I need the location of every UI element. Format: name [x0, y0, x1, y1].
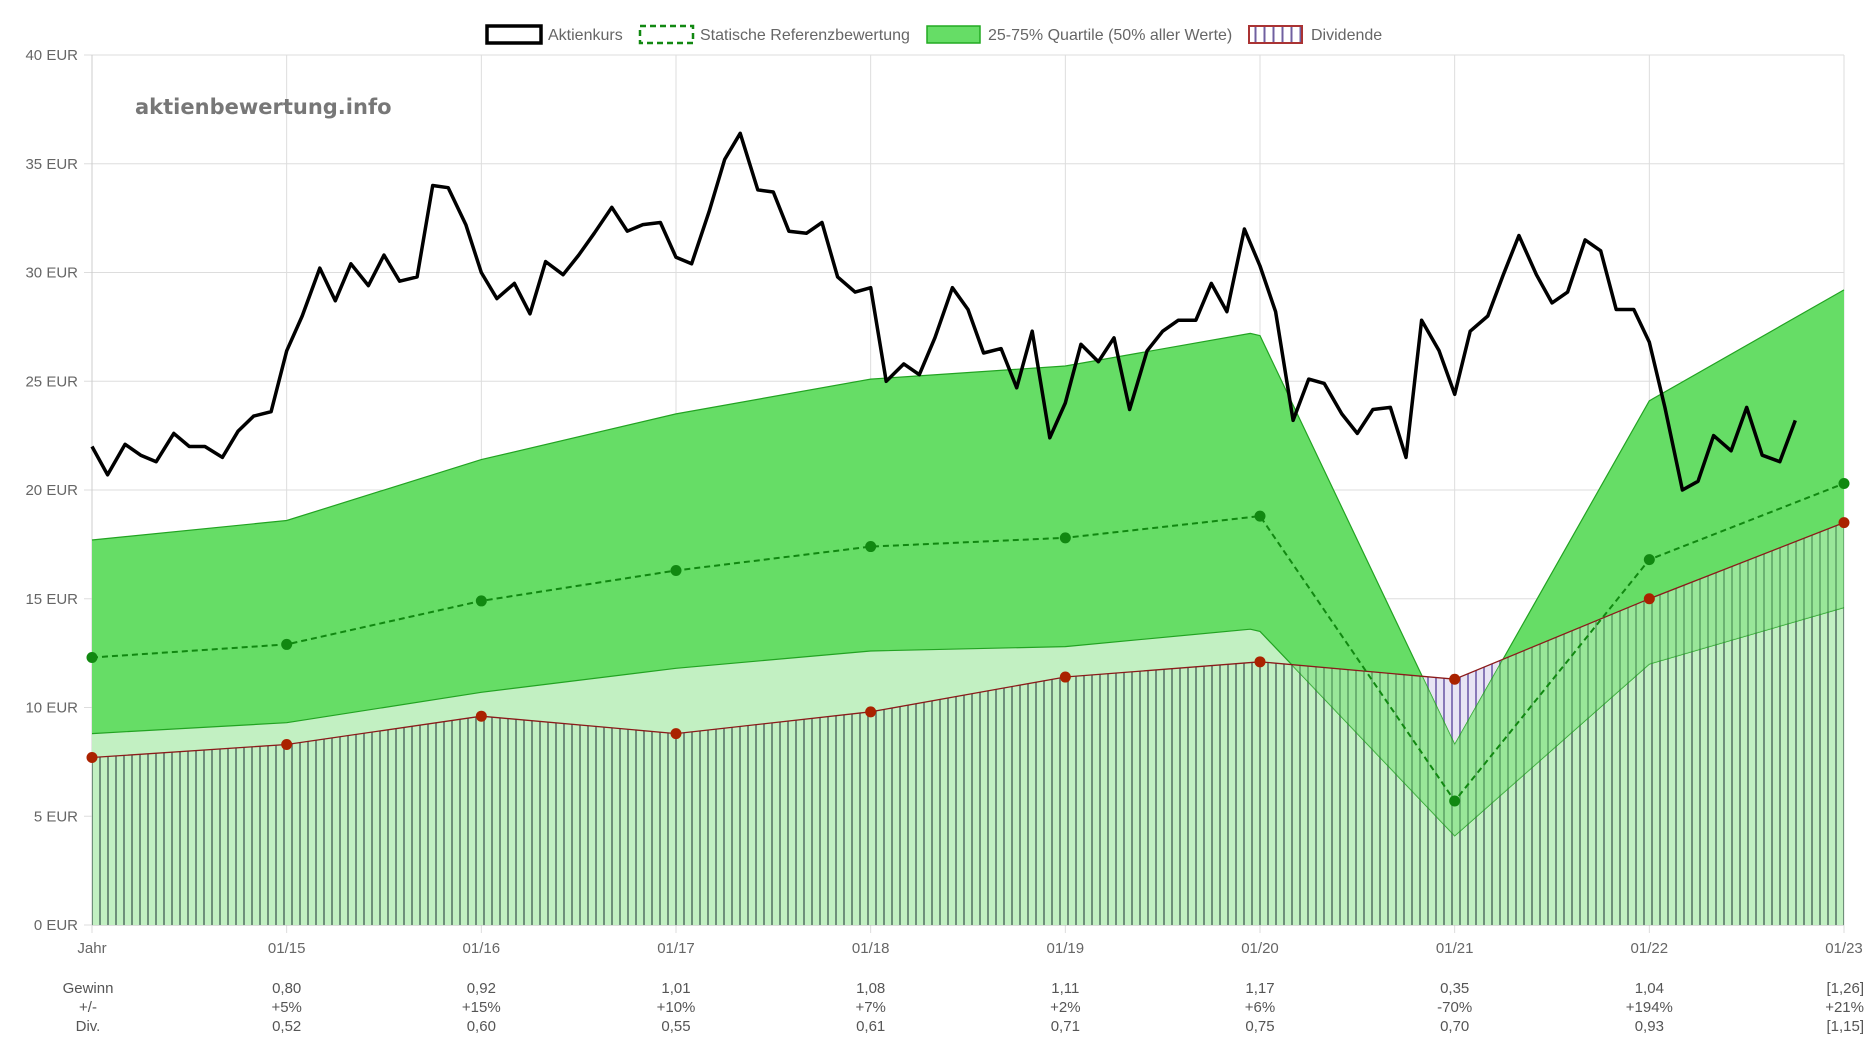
x-tick-label: Jahr	[77, 940, 106, 957]
table-cell: 0,80	[272, 980, 301, 997]
table-cell: +6%	[1245, 999, 1275, 1016]
y-tick-label: 40 EUR	[25, 47, 78, 64]
data-table: Gewinn +/- Div. 0,80 +5% 0,52 0,92 +15% 0,60 1…	[63, 980, 1864, 1035]
legend-item-reference[interactable]: Statische Referenzbewertung	[638, 24, 910, 45]
earnings-line	[91, 521, 1845, 759]
legend-item-quartile[interactable]: 25-75% Quartile (50% aller Werte)	[926, 25, 1232, 44]
table-label-change: +/-	[79, 999, 97, 1016]
earnings-point	[670, 728, 682, 740]
table-cell: 0,75	[1245, 1018, 1274, 1035]
table-cell: +21%	[1825, 999, 1864, 1016]
x-tick-label: 01/22	[1631, 940, 1669, 957]
table-cell: 0,52	[272, 1018, 301, 1035]
y-tick-label: 35 EUR	[25, 156, 78, 173]
table-cell: +5%	[271, 999, 301, 1016]
legend-label-dividend: Dividende	[1311, 27, 1382, 44]
quartile-upper-line	[91, 289, 1845, 746]
table-cell: +15%	[462, 999, 501, 1016]
reference-point	[281, 638, 293, 650]
y-tick-label: 25 EUR	[25, 373, 78, 390]
reference-point	[1254, 510, 1266, 522]
legend-swatch-price	[485, 24, 543, 45]
x-tick-label: 01/20	[1241, 940, 1279, 957]
x-tick-label: 01/21	[1436, 940, 1474, 957]
legend-swatch-reference	[638, 24, 695, 45]
x-tick-label: 01/19	[1047, 940, 1085, 957]
x-tick-label: 01/18	[852, 940, 890, 957]
earnings-point	[1449, 673, 1461, 685]
earnings-point	[1838, 517, 1850, 529]
table-cell: 0,55	[661, 1018, 690, 1035]
table-cell: +7%	[855, 999, 885, 1016]
y-tick-label: 15 EUR	[25, 591, 78, 608]
x-axis: Jahr 01/15 01/16 01/17 01/18 01/19 01/20 01/21 0…	[77, 924, 1863, 957]
y-tick-label: 10 EUR	[25, 700, 78, 717]
reference-point	[865, 541, 877, 553]
legend-swatch-quartile	[926, 25, 981, 44]
legend-swatch-dividend	[1248, 25, 1303, 44]
y-tick-label: 20 EUR	[25, 482, 78, 499]
areas	[91, 289, 1845, 925]
legend: Aktienkurs Statische Referenzbewertung 2…	[485, 24, 1382, 45]
table-cell: 1,11	[1051, 980, 1079, 997]
reference-point	[670, 564, 682, 576]
dividend-area	[92, 607, 1844, 925]
price-line	[90, 131, 1797, 492]
legend-label-price: Aktienkurs	[548, 27, 623, 44]
table-cell: 0,71	[1051, 1018, 1080, 1035]
earnings-point	[281, 738, 293, 750]
table-cell: 1,01	[661, 980, 690, 997]
x-tick-label: 01/16	[463, 940, 501, 957]
legend-label-reference: Statische Referenzbewertung	[700, 27, 910, 44]
table-cell: 0,35	[1440, 980, 1469, 997]
earnings-point	[1643, 593, 1655, 605]
watermark-text: aktienbewertung.info	[135, 95, 392, 119]
earnings-point	[475, 710, 487, 722]
table-cell: 0,60	[467, 1018, 496, 1035]
table-cell: -70%	[1437, 999, 1472, 1016]
table-label-gewinn: Gewinn	[63, 980, 114, 997]
table-cell: [1,26]	[1826, 980, 1864, 997]
reference-point	[1838, 477, 1850, 489]
earnings-point	[86, 752, 98, 764]
reference-point	[1059, 532, 1071, 544]
table-label-dividend: Div.	[76, 1018, 101, 1035]
legend-label-quartile: 25-75% Quartile (50% aller Werte)	[988, 27, 1232, 44]
earnings-point	[1254, 656, 1266, 668]
legend-item-dividend[interactable]: Dividende	[1248, 25, 1382, 44]
table-cell: [1,15]	[1826, 1018, 1864, 1035]
table-cell: +10%	[657, 999, 696, 1016]
table-cell: 0,93	[1635, 1018, 1664, 1035]
table-cell: +194%	[1626, 999, 1673, 1016]
markers	[86, 477, 1850, 807]
y-tick-label: 5 EUR	[34, 808, 78, 825]
table-cell: 0,70	[1440, 1018, 1469, 1035]
x-tick-label: 01/15	[268, 940, 306, 957]
table-cell: 1,08	[856, 980, 885, 997]
table-cell: 0,92	[467, 980, 496, 997]
reference-line	[91, 482, 1845, 803]
reference-point	[475, 595, 487, 607]
y-tick-label: 0 EUR	[34, 917, 78, 934]
reference-point	[1449, 795, 1461, 807]
table-cell: 1,17	[1245, 980, 1274, 997]
reference-point	[86, 651, 98, 663]
y-tick-label: 30 EUR	[25, 265, 78, 282]
lines	[90, 131, 1845, 803]
table-cell: 0,61	[856, 1018, 885, 1035]
x-tick-label: 01/17	[657, 940, 695, 957]
table-cell: 1,04	[1635, 980, 1664, 997]
x-tick-label: 01/23	[1825, 940, 1863, 957]
legend-item-price[interactable]: Aktienkurs	[485, 24, 623, 45]
reference-point	[1643, 554, 1655, 566]
table-cell: +2%	[1050, 999, 1080, 1016]
earnings-point	[865, 706, 877, 718]
earnings-point	[1059, 671, 1071, 683]
y-axis: 0 EUR 5 EUR 10 EUR 15 EUR 20 EUR 25 EUR 30 EUR…	[25, 47, 93, 934]
